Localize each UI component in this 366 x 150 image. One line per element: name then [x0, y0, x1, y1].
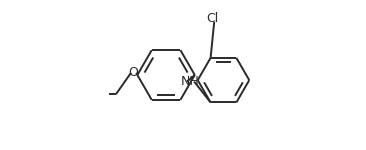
Text: NH: NH	[181, 75, 199, 88]
Text: O: O	[129, 66, 139, 79]
Text: Cl: Cl	[206, 12, 219, 25]
